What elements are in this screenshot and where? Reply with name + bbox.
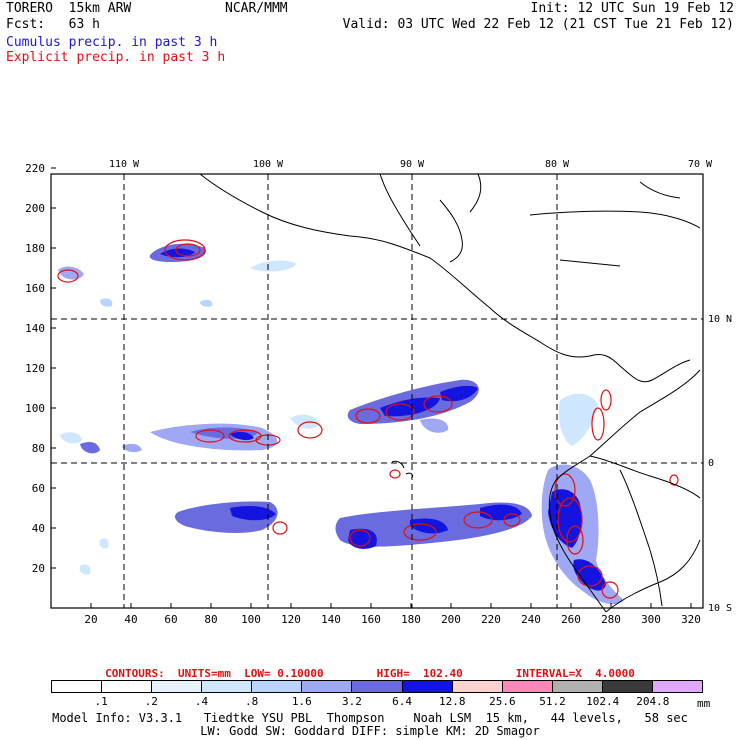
x-tick-label: 60 <box>164 613 177 626</box>
cumulus-precip <box>58 243 624 605</box>
y-axis-ticks: 20 40 60 80 100 120 140 160 180 200 220 <box>25 162 56 575</box>
x-tick-label: 280 <box>601 613 621 626</box>
x-tick-label: 20 <box>84 613 97 626</box>
lon-label-100w: 100 W <box>253 159 284 170</box>
colorbar-label: 3.2 <box>341 695 362 708</box>
explicit-precip-contours <box>57 239 679 599</box>
y-tick-label: 80 <box>32 442 45 455</box>
y-tick-label: 100 <box>25 402 45 415</box>
y-tick-label: 140 <box>25 322 45 335</box>
colorbar-label: .8 <box>244 695 259 708</box>
y-tick-label: 180 <box>25 242 45 255</box>
run-title: TORERO 15km ARW <box>6 1 132 16</box>
colorbar-bin <box>502 681 553 692</box>
init-time: Init: 12 UTC Sun 19 Feb 12 <box>530 1 735 16</box>
y-tick-label: 20 <box>32 562 45 575</box>
valid-time: Valid: 03 UTC Wed 22 Feb 12 (21 CST Tue … <box>342 17 734 32</box>
colorbar-bin <box>252 681 303 692</box>
center-label: NCAR/MMM <box>225 1 288 16</box>
forecast-hour: Fcst: 63 h <box>6 17 100 32</box>
colorbar-label: 102.4 <box>586 695 620 708</box>
colorbar-unit: mm <box>697 697 711 710</box>
x-tick-label: 40 <box>124 613 137 626</box>
colorbar-labels: .1 .2 .4 .8 1.6 3.2 6.4 12.8 25.6 51.2 102.4 204.8 <box>0 695 740 708</box>
colorbar-label: .1 <box>94 695 108 708</box>
lon-label-110w: 110 W <box>109 159 140 170</box>
colorbar-label: 6.4 <box>392 695 412 708</box>
lat-label-10n: 10 N <box>708 314 732 325</box>
x-tick-label: 220 <box>481 613 501 626</box>
x-tick-label: 140 <box>321 613 341 626</box>
legend-cumulus: Cumulus precip. in past 3 h <box>6 35 218 50</box>
legend-explicit: Explicit precip. in past 3 h <box>6 50 226 65</box>
colorbar <box>51 680 703 693</box>
y-tick-label: 220 <box>25 162 45 175</box>
colorbar-label: 51.2 <box>539 695 566 708</box>
latitude-labels: 10 N 0 10 S <box>708 314 732 614</box>
lon-label-80w: 80 W <box>545 159 570 170</box>
x-tick-label: 240 <box>521 613 541 626</box>
colorbar-bin <box>652 681 703 692</box>
contour-info: CONTOURS: UNITS=mm LOW= 0.10000 HIGH= 10… <box>105 667 635 680</box>
x-tick-label: 180 <box>401 613 421 626</box>
colorbar-label: 1.6 <box>291 695 312 708</box>
model-info-line1: Model Info: V3.3.1 Tiedtke YSU PBL Thomp… <box>52 711 688 725</box>
x-tick-label: 160 <box>361 613 381 626</box>
x-tick-label: 100 <box>241 613 261 626</box>
plot-frame <box>50 173 704 609</box>
colorbar-label: 25.6 <box>489 695 516 708</box>
x-tick-label: 200 <box>441 613 461 626</box>
y-tick-label: 200 <box>25 202 45 215</box>
colorbar-bin <box>602 681 653 692</box>
y-tick-label: 40 <box>32 522 45 535</box>
longitude-labels: 110 W 100 W 90 W 80 W 70 W <box>109 159 713 170</box>
x-tick-label: 120 <box>281 613 301 626</box>
colorbar-bin <box>102 681 153 692</box>
y-tick-label: 60 <box>32 482 45 495</box>
lon-label-90w: 90 W <box>400 159 425 170</box>
x-axis-ticks: 20 40 60 80 100 120 140 160 180 200 220 240 260 280 30… <box>84 603 701 626</box>
x-tick-label: 80 <box>204 613 217 626</box>
colorbar-bin <box>352 681 403 692</box>
y-tick-label: 120 <box>25 362 45 375</box>
lat-label-10s: 10 S <box>708 603 732 614</box>
colorbar-bin <box>152 681 203 692</box>
colorbar-bin <box>452 681 503 692</box>
graticule <box>51 174 703 608</box>
colorbar-bin <box>402 681 453 692</box>
x-tick-label: 260 <box>561 613 581 626</box>
x-tick-label: 300 <box>641 613 661 626</box>
colorbar-label: .4 <box>194 695 209 708</box>
x-tick-label: 320 <box>681 613 701 626</box>
colorbar-label: 12.8 <box>438 695 466 708</box>
lon-label-70w: 70 W <box>688 159 713 170</box>
lat-label-0: 0 <box>708 458 714 469</box>
colorbar-bin <box>202 681 253 692</box>
y-tick-label: 160 <box>25 282 45 295</box>
model-info-line2: LW: Godd SW: Goddard DIFF: simple KM: 2D… <box>200 724 540 738</box>
colorbar-label: 204.8 <box>636 695 670 708</box>
colorbar-label: .2 <box>144 695 158 708</box>
colorbar-bin <box>552 681 603 692</box>
colorbar-bin <box>302 681 353 692</box>
colorbar-bin <box>52 681 103 692</box>
